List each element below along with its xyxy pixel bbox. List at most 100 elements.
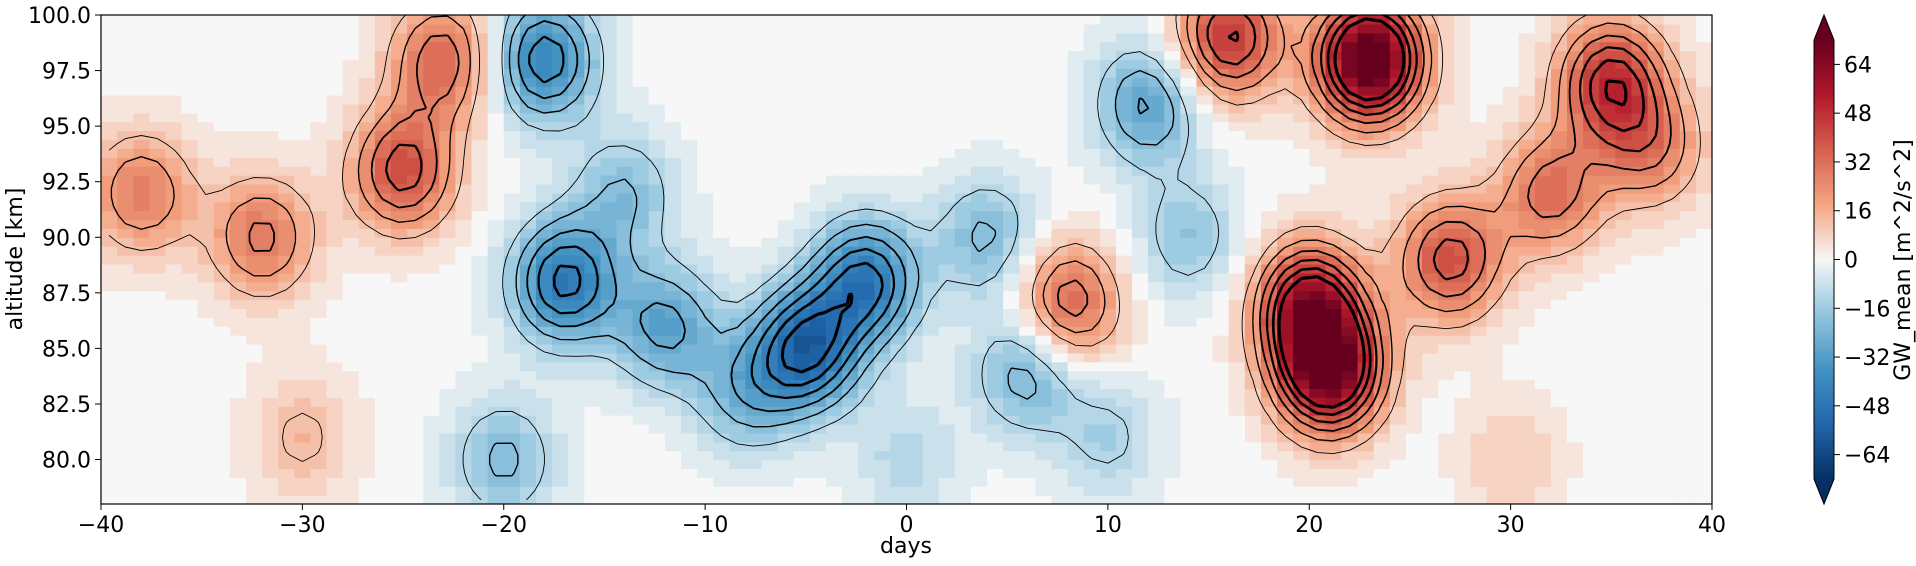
heatmap-cell	[1550, 157, 1568, 167]
heatmap-cell	[1196, 343, 1214, 354]
heatmap-cell	[906, 219, 924, 229]
heatmap-cell	[117, 388, 134, 398]
heatmap-cell	[1019, 406, 1036, 416]
heatmap-cell	[1405, 281, 1423, 292]
heatmap-cell	[519, 210, 537, 221]
heatmap-cell	[181, 201, 199, 212]
heatmap-cell	[1035, 95, 1053, 105]
heatmap-cell	[906, 112, 924, 123]
heatmap-cell	[1502, 210, 1520, 221]
heatmap-cell	[181, 228, 199, 238]
heatmap-cell	[101, 157, 118, 167]
heatmap-cell	[1164, 263, 1181, 274]
heatmap-cell	[1567, 77, 1584, 87]
heatmap-cell	[1695, 352, 1712, 363]
heatmap-cell	[938, 450, 956, 461]
heatmap-cell	[1583, 326, 1600, 336]
heatmap-cell	[1615, 459, 1633, 470]
heatmap-cell	[423, 192, 440, 203]
heatmap-cell	[1293, 415, 1310, 425]
heatmap-cell	[987, 423, 1004, 434]
heatmap-cell	[922, 477, 940, 487]
heatmap-cell	[487, 255, 505, 265]
heatmap-cell	[1373, 255, 1391, 265]
heatmap-cell	[1228, 246, 1246, 256]
heatmap-cell	[535, 272, 553, 283]
heatmap-cell	[245, 272, 263, 283]
heatmap-cell	[761, 263, 779, 274]
heatmap-cell	[761, 388, 779, 398]
heatmap-cell	[149, 379, 167, 390]
heatmap-cell	[729, 343, 746, 354]
heatmap-cell	[535, 495, 553, 504]
heatmap-cell	[262, 450, 279, 461]
heatmap-cell	[1486, 352, 1504, 363]
heatmap-cell	[423, 255, 440, 265]
heatmap-cell	[1534, 495, 1552, 504]
heatmap-cell	[1389, 335, 1407, 345]
heatmap-cell	[874, 459, 891, 470]
heatmap-cell	[906, 237, 924, 247]
heatmap-cell	[842, 423, 859, 434]
heatmap-cell	[1019, 139, 1036, 149]
heatmap-cell	[133, 370, 150, 381]
heatmap-cell	[600, 95, 618, 105]
heatmap-cell	[1325, 103, 1343, 114]
heatmap-cell	[519, 468, 537, 478]
heatmap-cell	[568, 112, 585, 123]
heatmap-cell	[1534, 317, 1552, 327]
heatmap-cell	[552, 379, 569, 390]
heatmap-cell	[1712, 157, 1729, 166]
heatmap-cell	[1132, 219, 1149, 229]
heatmap-cell	[1099, 397, 1117, 407]
heatmap-cell	[1341, 68, 1359, 78]
heatmap-cell	[326, 299, 344, 309]
heatmap-cell	[1260, 281, 1278, 292]
heatmap-cell	[1277, 219, 1294, 229]
heatmap-cell	[616, 183, 634, 194]
heatmap-cell	[117, 166, 134, 176]
heatmap-cell	[1003, 95, 1020, 105]
heatmap-cell	[1615, 397, 1633, 407]
heatmap-cell	[922, 183, 940, 194]
heatmap-cell	[697, 415, 714, 425]
heatmap-cell	[1422, 326, 1439, 336]
heatmap-cell	[1067, 86, 1085, 96]
heatmap-cell	[1228, 361, 1246, 372]
heatmap-cell	[1567, 281, 1584, 292]
heatmap-cell	[1679, 459, 1697, 470]
heatmap-cell	[1712, 246, 1729, 255]
heatmap-cell	[1615, 423, 1633, 434]
heatmap-cell	[1454, 450, 1471, 461]
heatmap-cell	[1035, 299, 1053, 309]
heatmap-cell	[229, 237, 247, 247]
heatmap-cell	[1196, 219, 1214, 229]
heatmap-cell	[938, 183, 956, 194]
heatmap-cell	[133, 352, 150, 363]
heatmap-cell	[1599, 308, 1616, 318]
heatmap-cell	[374, 486, 392, 496]
heatmap-cell	[1470, 290, 1488, 301]
heatmap-cell	[117, 263, 134, 274]
heatmap-cell	[1599, 112, 1616, 123]
heatmap-cell	[503, 290, 521, 301]
heatmap-cell	[793, 495, 811, 504]
heatmap-cell	[664, 379, 682, 390]
heatmap-cell	[970, 477, 988, 487]
heatmap-cell	[1518, 308, 1536, 318]
heatmap-cell	[358, 228, 376, 238]
heatmap-cell	[1309, 166, 1326, 176]
heatmap-cell	[213, 361, 231, 372]
heatmap-cell	[1309, 477, 1326, 487]
heatmap-cell	[874, 263, 891, 274]
heatmap-cell	[149, 103, 167, 114]
heatmap-cell	[1180, 112, 1198, 123]
heatmap-cell	[1712, 477, 1729, 486]
heatmap-cell	[213, 228, 231, 238]
heatmap-cell	[1438, 388, 1455, 398]
heatmap-cell	[697, 103, 714, 114]
heatmap-cell	[1631, 397, 1649, 407]
heatmap-cell	[874, 157, 891, 167]
heatmap-cell	[245, 148, 263, 158]
heatmap-cell	[1148, 103, 1165, 114]
